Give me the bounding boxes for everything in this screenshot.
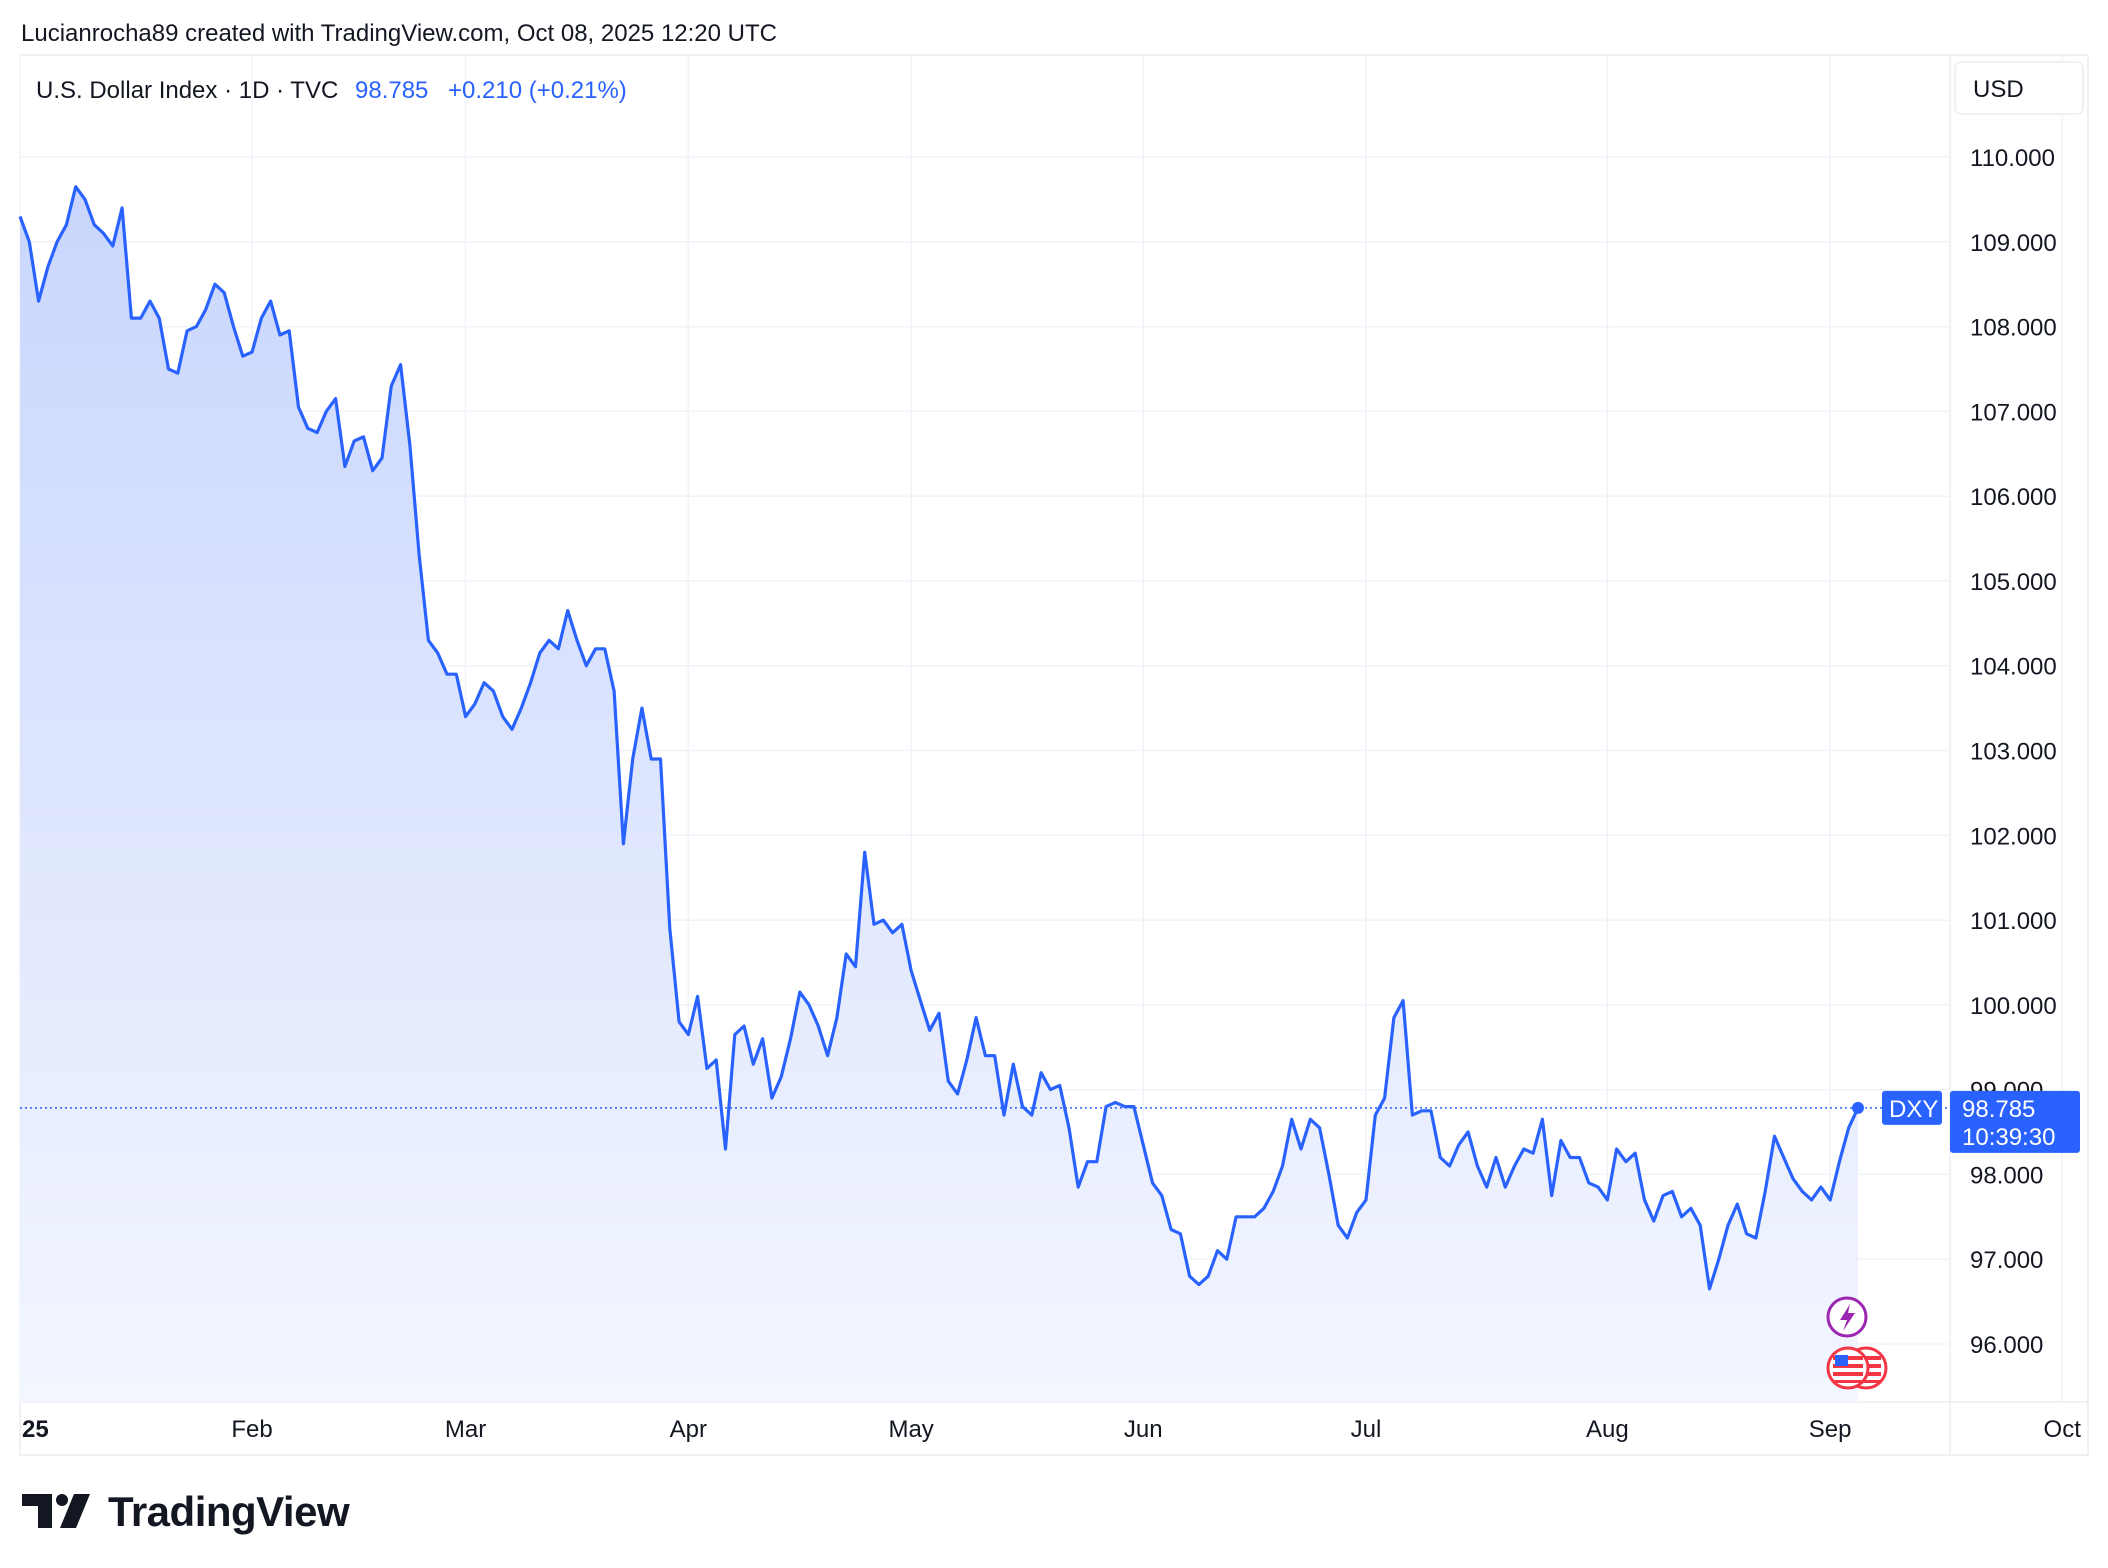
tag-price: 98.785 bbox=[1962, 1096, 2035, 1123]
legend-instrument: U.S. Dollar Index · 1D · TVC bbox=[36, 77, 338, 104]
time-axis: 25 Feb Mar Apr May Jun Jul Aug Sep Oct bbox=[22, 1416, 2081, 1443]
y-tick-label: 100.000 bbox=[1970, 993, 2057, 1020]
us-flag-icon[interactable] bbox=[1826, 1346, 1870, 1390]
y-tick-label: 109.000 bbox=[1970, 230, 2057, 257]
y-tick-label: 97.000 bbox=[1970, 1247, 2043, 1274]
y-tick-label: 104.000 bbox=[1970, 654, 2057, 681]
attribution-text: Lucianrocha89 created with TradingView.c… bbox=[21, 20, 777, 47]
x-tick-label: Sep bbox=[1809, 1416, 1852, 1443]
area-series bbox=[18, 185, 1860, 1403]
x-tick-label: 25 bbox=[22, 1416, 49, 1443]
x-tick-label: May bbox=[888, 1416, 933, 1443]
last-price-dot bbox=[1852, 1101, 1864, 1114]
x-tick-label: Oct bbox=[2044, 1416, 2082, 1443]
y-tick-label: 96.000 bbox=[1970, 1332, 2043, 1359]
y-tick-label: 110.000 bbox=[1970, 145, 2055, 172]
y-tick-label: 102.000 bbox=[1970, 823, 2057, 850]
tradingview-logo[interactable]: TradingView bbox=[22, 1488, 350, 1536]
currency-label: USD bbox=[1973, 76, 2024, 103]
brand-wordmark: TradingView bbox=[108, 1488, 350, 1535]
y-tick-label: 105.000 bbox=[1970, 569, 2057, 596]
x-tick-label: Aug bbox=[1586, 1416, 1629, 1443]
tag-symbol: DXY bbox=[1889, 1096, 1938, 1123]
y-tick-label: 106.000 bbox=[1970, 484, 2057, 511]
y-tick-label: 103.000 bbox=[1970, 739, 2057, 766]
x-tick-label: Jun bbox=[1124, 1416, 1163, 1443]
last-price-tag: DXY 98.785 10:39:30 bbox=[1882, 1090, 2080, 1153]
y-tick-label: 107.000 bbox=[1970, 399, 2057, 426]
price-axis: 96.00097.00098.00099.000100.000101.00010… bbox=[1970, 145, 2057, 1359]
x-tick-label: Jul bbox=[1351, 1416, 1382, 1443]
tradingview-logo-icon bbox=[22, 1494, 90, 1528]
legend-change: +0.210 (+0.21%) bbox=[448, 77, 627, 104]
y-tick-label: 108.000 bbox=[1970, 315, 2057, 342]
lightning-event-icon[interactable] bbox=[1826, 1296, 1868, 1338]
x-tick-label: Feb bbox=[231, 1416, 272, 1443]
legend-price: 98.785 bbox=[355, 77, 428, 104]
y-tick-label: 101.000 bbox=[1970, 908, 2057, 935]
tag-countdown: 10:39:30 bbox=[1962, 1124, 2055, 1151]
x-tick-label: Mar bbox=[445, 1416, 486, 1443]
x-tick-label: Apr bbox=[670, 1416, 707, 1443]
area-fill bbox=[20, 186, 1858, 1403]
y-tick-label: 98.000 bbox=[1970, 1162, 2043, 1189]
series-line bbox=[18, 185, 1860, 1291]
currency-button[interactable]: USD bbox=[1954, 61, 2084, 115]
